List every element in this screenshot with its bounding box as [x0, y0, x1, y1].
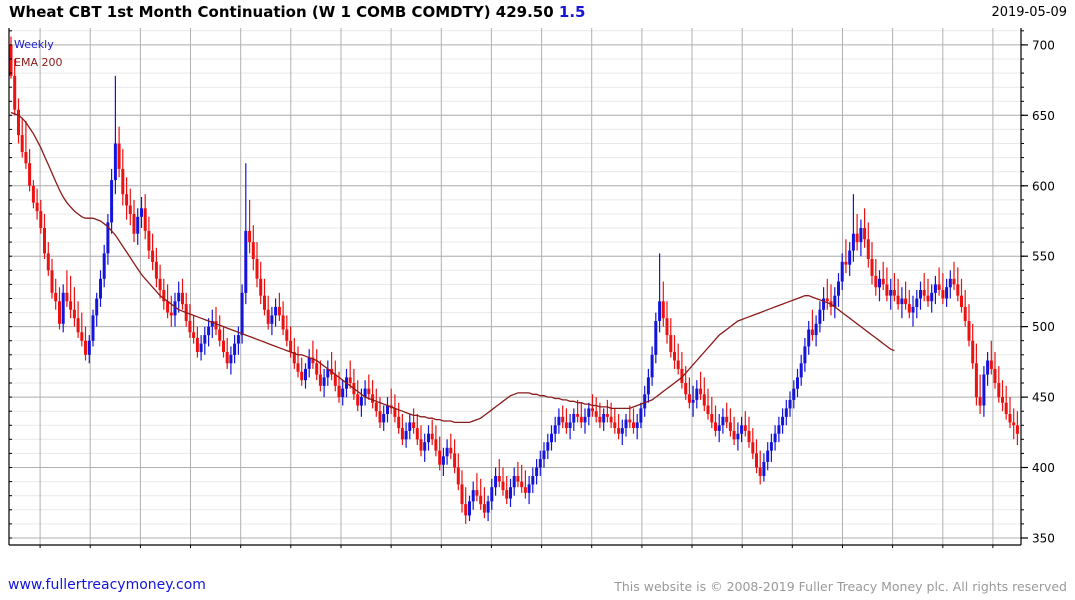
page-title: Wheat CBT 1st Month Continuation (W 1 CO…	[9, 3, 586, 21]
svg-text:650: 650	[1032, 109, 1055, 123]
svg-text:700: 700	[1032, 38, 1055, 52]
svg-text:600: 600	[1032, 179, 1055, 193]
major-gridlines	[9, 44, 1021, 539]
legend-interval-label: Weekly	[14, 38, 54, 51]
svg-text:400: 400	[1032, 461, 1055, 475]
ema-200-line	[10, 111, 895, 424]
svg-text:350: 350	[1032, 532, 1055, 546]
candlestick-series	[9, 36, 1019, 524]
instrument-name: Wheat CBT 1st Month Continuation (W 1 CO…	[9, 3, 491, 21]
y-axis-labels: 700 650 600 550 500 450 400 350	[1032, 38, 1055, 545]
chart-footer: www.fullertreacymoney.com This website i…	[0, 574, 1075, 600]
vertical-gridlines	[39, 28, 994, 545]
axis-lines	[8, 28, 1028, 548]
chart-header: Wheat CBT 1st Month Continuation (W 1 CO…	[0, 0, 1075, 26]
svg-text:450: 450	[1032, 391, 1055, 405]
price-change: 1.5	[558, 3, 586, 21]
as-of-date: 2019-05-09	[991, 5, 1067, 20]
last-price: 429.50	[495, 3, 554, 21]
legend-ema-label: EMA 200	[14, 56, 62, 69]
site-url[interactable]: www.fullertreacymoney.com	[8, 577, 206, 593]
svg-text:550: 550	[1032, 250, 1055, 264]
svg-text:500: 500	[1032, 320, 1055, 334]
copyright-notice: This website is © 2008-2019 Fuller Treac…	[614, 579, 1067, 594]
